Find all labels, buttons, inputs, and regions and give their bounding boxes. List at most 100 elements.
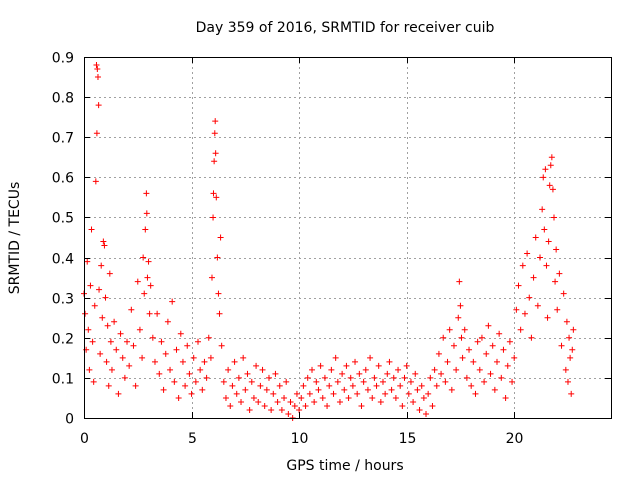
- data-point: [205, 334, 212, 341]
- data-point: [427, 374, 434, 381]
- data-point: [190, 354, 197, 361]
- data-point: [244, 370, 251, 377]
- data-point: [287, 398, 294, 405]
- data-point: [197, 366, 204, 373]
- data-point: [468, 382, 475, 389]
- data-point: [100, 238, 107, 245]
- data-point: [103, 358, 110, 365]
- data-point: [545, 238, 552, 245]
- data-point: [547, 162, 554, 169]
- data-point: [377, 398, 384, 405]
- data-point: [143, 210, 150, 217]
- data-point: [534, 302, 541, 309]
- data-point: [560, 290, 567, 297]
- data-point: [343, 362, 350, 369]
- data-point: [98, 262, 105, 269]
- data-point: [113, 346, 120, 353]
- data-point: [268, 406, 275, 413]
- data-point: [336, 398, 343, 405]
- data-point: [423, 410, 430, 417]
- data-point: [524, 250, 531, 257]
- data-point: [162, 350, 169, 357]
- data-point: [382, 390, 389, 397]
- chart-title: Day 359 of 2016, SRMTID for receiver cui…: [196, 20, 495, 36]
- data-point: [250, 394, 257, 401]
- data-point: [216, 310, 223, 317]
- data-point: [321, 374, 328, 381]
- data-point: [283, 378, 290, 385]
- data-point: [154, 310, 161, 317]
- data-point: [177, 330, 184, 337]
- data-point: [213, 194, 220, 201]
- data-point: [476, 366, 483, 373]
- data-point: [384, 370, 391, 377]
- y-tick-label: 0: [65, 412, 74, 428]
- data-point: [309, 366, 316, 373]
- data-point: [517, 326, 524, 333]
- data-point: [160, 386, 167, 393]
- data-point: [412, 370, 419, 377]
- data-point: [504, 362, 511, 369]
- data-point: [227, 402, 234, 409]
- data-point: [151, 358, 158, 365]
- data-point: [255, 398, 262, 405]
- data-point: [296, 406, 303, 413]
- data-point: [300, 382, 307, 389]
- data-point: [132, 382, 139, 389]
- data-point: [240, 354, 247, 361]
- data-point: [528, 334, 535, 341]
- data-point: [315, 386, 322, 393]
- data-point: [115, 390, 122, 397]
- data-point: [352, 358, 359, 365]
- data-point: [463, 374, 470, 381]
- data-point: [407, 378, 414, 385]
- data-point: [207, 354, 214, 361]
- data-point: [519, 262, 526, 269]
- data-point: [526, 294, 533, 301]
- data-point: [274, 398, 281, 405]
- data-point: [481, 378, 488, 385]
- data-point: [549, 186, 556, 193]
- y-tick-label: 0.1: [52, 372, 74, 388]
- data-point: [349, 382, 356, 389]
- data-point: [405, 390, 412, 397]
- data-point: [515, 282, 522, 289]
- data-point: [552, 278, 559, 285]
- y-tick-label: 0.5: [52, 211, 74, 227]
- data-point: [483, 350, 490, 357]
- data-point: [99, 314, 106, 321]
- data-point: [218, 342, 225, 349]
- data-point: [511, 354, 518, 361]
- data-point: [96, 286, 103, 293]
- data-point: [568, 390, 575, 397]
- data-point: [317, 362, 324, 369]
- data-point: [401, 374, 408, 381]
- data-point: [93, 62, 100, 69]
- x-tick-label: 10: [291, 431, 309, 447]
- data-point: [182, 382, 189, 389]
- data-point: [184, 342, 191, 349]
- data-point: [214, 254, 221, 261]
- data-point: [521, 310, 528, 317]
- data-point: [330, 390, 337, 397]
- data-point: [211, 130, 218, 137]
- data-point: [145, 258, 152, 265]
- axis-ticks: [84, 57, 611, 419]
- x-tick-label: 5: [188, 431, 197, 447]
- data-point: [281, 394, 288, 401]
- data-point: [210, 214, 217, 221]
- data-point: [420, 394, 427, 401]
- data-points: [81, 62, 577, 421]
- data-point: [217, 234, 224, 241]
- data-point: [272, 370, 279, 377]
- data-point: [542, 166, 549, 173]
- data-point: [192, 378, 199, 385]
- data-point: [95, 102, 102, 109]
- data-point: [543, 262, 550, 269]
- data-point: [498, 374, 505, 381]
- data-point: [532, 234, 539, 241]
- data-point: [117, 330, 124, 337]
- data-point: [102, 294, 109, 301]
